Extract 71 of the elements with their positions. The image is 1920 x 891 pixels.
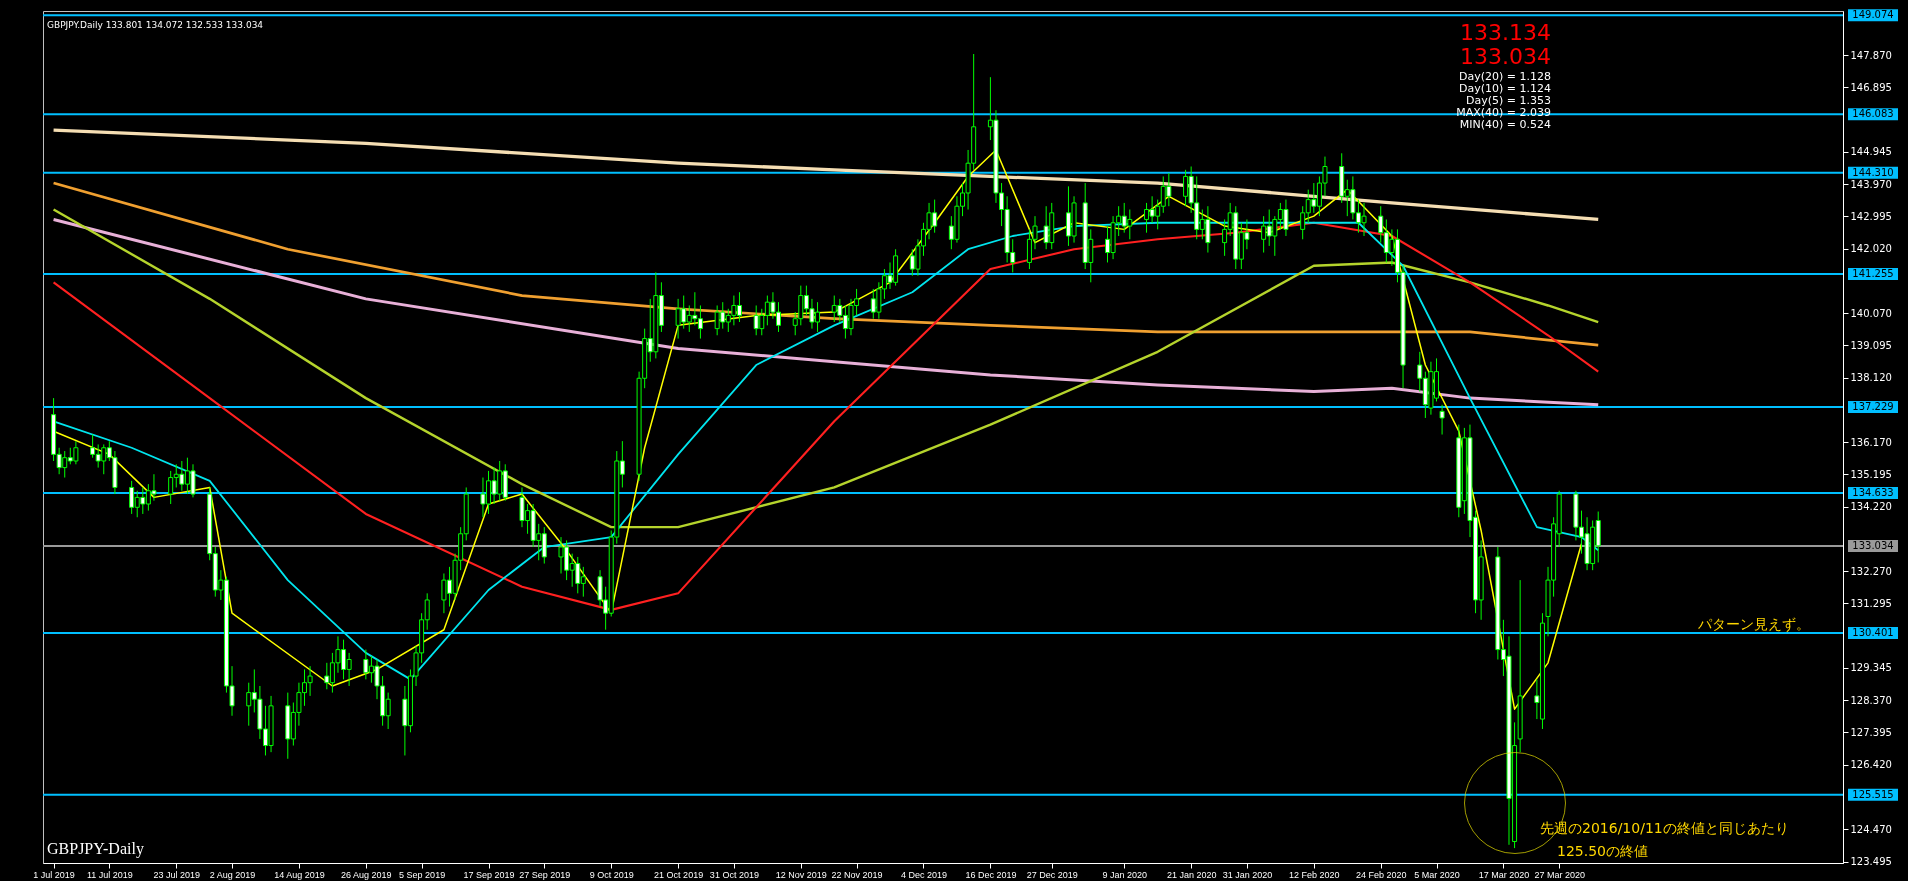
x-tick-label: 26 Aug 2019 — [341, 869, 392, 880]
x-tick-label: 5 Sep 2019 — [399, 869, 446, 880]
ref-line-label: 134.633 — [1852, 486, 1894, 498]
annotation: Day(10) = 1.124 — [1458, 82, 1551, 95]
x-tick-label: 2 Aug 2019 — [209, 869, 256, 880]
y-tick-label: 142.995 — [1850, 210, 1892, 222]
x-tick-label: 24 Feb 2020 — [1355, 869, 1407, 880]
line-series — [51, 128, 1600, 222]
x-tick-label: 31 Oct 2019 — [709, 869, 759, 880]
y-tick-label: 129.345 — [1850, 662, 1892, 674]
y-tick-label: 136.170 — [1850, 436, 1892, 448]
y-tick-label: 131.295 — [1850, 597, 1892, 609]
line-series — [52, 221, 1600, 611]
ref-line-label: 137.229 — [1852, 401, 1894, 413]
annotation: 125.50の終値 — [1557, 843, 1648, 859]
candlestick — [1439, 404, 1445, 436]
y-tick-label: 143.970 — [1850, 178, 1892, 190]
line-series — [52, 181, 1600, 347]
y-tick-label: 140.070 — [1850, 307, 1892, 319]
y-tick-label: 134.220 — [1850, 501, 1892, 513]
x-tick-label: 4 Dec 2019 — [900, 869, 948, 880]
annotation: Day(20) = 1.128 — [1458, 70, 1551, 83]
y-tick-label: 123.495 — [1850, 856, 1892, 868]
y-tick-label: 126.420 — [1850, 759, 1892, 771]
x-tick-label: 21 Jan 2020 — [1166, 869, 1217, 880]
ref-line-label: 133.034 — [1852, 539, 1894, 551]
y-tick-label: 147.870 — [1850, 49, 1892, 61]
y-tick-label: 127.395 — [1850, 726, 1892, 738]
y-tick-label: 138.120 — [1850, 372, 1892, 384]
annotation: Day(5) = 1.353 — [1465, 94, 1551, 107]
ref-line-label: 130.401 — [1852, 627, 1894, 639]
x-tick-label: 12 Feb 2020 — [1289, 869, 1340, 880]
y-tick-label: 144.945 — [1850, 146, 1892, 158]
annotation: 133.134 — [1460, 20, 1551, 45]
y-tick-label: 139.095 — [1850, 339, 1892, 351]
y-tick-label: 132.270 — [1850, 565, 1892, 577]
annotation: GBPJPY-Daily — [47, 840, 144, 858]
x-tick-label: 9 Oct 2019 — [589, 869, 634, 880]
ref-line-label: 149.074 — [1852, 9, 1894, 21]
x-tick-label: 5 Mar 2020 — [1414, 869, 1460, 880]
ref-line-label: 146.083 — [1852, 108, 1894, 120]
y-tick-label: 128.370 — [1850, 694, 1892, 706]
x-tick-label: 27 Dec 2019 — [1026, 869, 1078, 880]
x-tick-label: 16 Dec 2019 — [965, 869, 1017, 880]
x-tick-label: 17 Sep 2019 — [463, 869, 515, 880]
x-tick-label: 21 Oct 2019 — [654, 869, 704, 880]
x-tick-label: 27 Mar 2020 — [1534, 869, 1585, 880]
annotation: 133.034 — [1460, 44, 1551, 69]
x-tick-label: 9 Jan 2020 — [1102, 869, 1147, 880]
x-tick-label: 22 Nov 2019 — [831, 869, 883, 880]
line-series — [52, 217, 1600, 407]
y-tick-label: 124.470 — [1850, 823, 1892, 835]
x-tick-label: 1 Jul 2019 — [33, 869, 75, 880]
x-tick-label: 17 Mar 2020 — [1478, 869, 1530, 880]
annotation: MIN(40) = 0.524 — [1459, 118, 1551, 131]
annotation: 先週の2016/10/11の終値と同じあたり — [1540, 820, 1789, 836]
line-series — [52, 208, 1600, 529]
annotation: パターン見えず。 — [1697, 616, 1810, 632]
x-tick-label: 11 Jul 2019 — [86, 869, 133, 880]
x-tick-label: 14 Aug 2019 — [274, 869, 325, 880]
x-tick-label: 31 Jan 2020 — [1222, 869, 1273, 880]
y-tick-label: 146.895 — [1850, 81, 1892, 93]
annotation: GBPJPY.Daily 133.801 134.072 132.533 133.034 — [47, 20, 264, 30]
ref-line-label: 141.255 — [1852, 267, 1894, 279]
x-tick-label: 27 Sep 2019 — [519, 869, 571, 880]
x-tick-label: 12 Nov 2019 — [775, 869, 827, 880]
x-tick-label: 23 Jul 2019 — [153, 869, 201, 880]
ref-line-label: 125.515 — [1852, 788, 1894, 800]
y-tick-label: 135.195 — [1850, 468, 1892, 480]
ref-line-label: 144.310 — [1852, 166, 1894, 178]
y-tick-label: 142.020 — [1850, 243, 1892, 255]
